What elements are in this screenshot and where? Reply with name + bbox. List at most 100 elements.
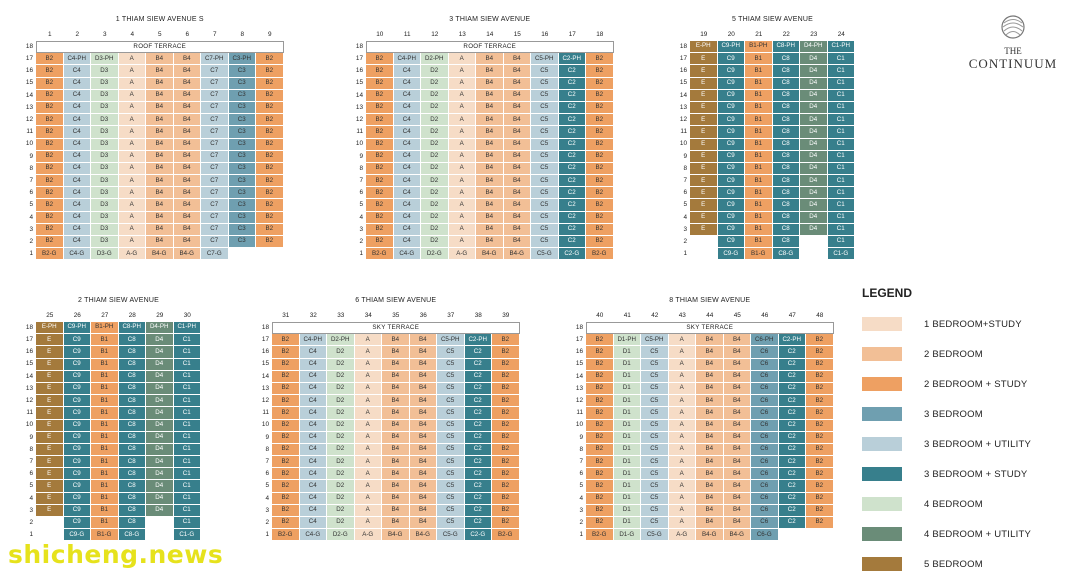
unit-cell[interactable]: A bbox=[668, 480, 696, 493]
unit-cell[interactable]: E bbox=[36, 370, 64, 383]
unit-cell[interactable]: C4 bbox=[393, 138, 421, 151]
unit-cell[interactable]: D3-PH bbox=[91, 53, 119, 66]
unit-cell[interactable]: C7 bbox=[201, 199, 229, 212]
unit-cell[interactable]: A bbox=[354, 456, 382, 469]
unit-cell[interactable]: D4 bbox=[800, 187, 828, 200]
unit-cell[interactable]: B4 bbox=[409, 443, 437, 457]
unit-cell[interactable]: C4 bbox=[393, 162, 421, 176]
unit-cell[interactable]: D1 bbox=[613, 395, 641, 408]
unit-cell[interactable]: B2 bbox=[272, 480, 300, 493]
unit-cell[interactable]: C8 bbox=[118, 456, 146, 469]
unit-cell[interactable]: D2 bbox=[327, 370, 355, 383]
unit-cell[interactable]: A bbox=[448, 89, 476, 102]
unit-cell[interactable]: B2 bbox=[586, 443, 614, 457]
unit-cell[interactable]: C1-G bbox=[173, 529, 201, 542]
unit-cell[interactable]: C9-PH bbox=[717, 41, 745, 54]
unit-cell-empty[interactable] bbox=[690, 236, 718, 249]
unit-cell[interactable]: C5 bbox=[437, 346, 465, 359]
unit-cell[interactable]: C9 bbox=[63, 517, 91, 530]
unit-cell[interactable]: C4 bbox=[299, 395, 327, 408]
unit-cell[interactable]: C8 bbox=[118, 517, 146, 530]
unit-cell[interactable]: D2 bbox=[327, 431, 355, 444]
unit-cell[interactable]: C2 bbox=[464, 468, 492, 481]
unit-cell[interactable]: C1 bbox=[827, 187, 855, 200]
unit-cell[interactable]: D4 bbox=[146, 492, 174, 505]
unit-cell[interactable]: C3-PH bbox=[228, 53, 256, 66]
unit-cell[interactable]: B2 bbox=[492, 334, 520, 347]
unit-cell[interactable]: C1 bbox=[173, 419, 201, 432]
unit-cell[interactable]: C8 bbox=[772, 150, 800, 163]
unit-cell[interactable]: E bbox=[36, 480, 64, 493]
unit-cell[interactable]: C8 bbox=[118, 395, 146, 408]
unit-cell[interactable]: C1 bbox=[827, 223, 855, 236]
unit-cell[interactable]: D2 bbox=[327, 456, 355, 469]
unit-cell[interactable]: C5 bbox=[437, 419, 465, 432]
unit-cell[interactable]: C1 bbox=[827, 114, 855, 127]
unit-cell[interactable]: B2 bbox=[586, 358, 614, 371]
unit-cell[interactable]: C5 bbox=[641, 382, 669, 396]
unit-cell[interactable]: C1 bbox=[827, 150, 855, 163]
unit-cell[interactable]: C5-G bbox=[641, 529, 669, 542]
unit-cell[interactable]: C5 bbox=[531, 114, 559, 127]
unit-cell[interactable]: C8 bbox=[772, 175, 800, 188]
unit-cell[interactable]: C1 bbox=[827, 53, 855, 66]
unit-cell[interactable]: B2 bbox=[272, 358, 300, 371]
unit-cell[interactable]: B1 bbox=[91, 370, 119, 383]
unit-cell[interactable]: E bbox=[36, 407, 64, 420]
unit-cell[interactable]: E-PH bbox=[690, 41, 718, 54]
unit-cell[interactable]: C2 bbox=[464, 517, 492, 530]
unit-cell[interactable]: B4 bbox=[382, 431, 410, 444]
unit-cell[interactable]: B1 bbox=[745, 126, 773, 139]
unit-cell[interactable]: B2 bbox=[806, 492, 834, 505]
unit-cell[interactable]: C4 bbox=[393, 223, 421, 236]
unit-cell[interactable]: A bbox=[668, 492, 696, 505]
unit-cell[interactable]: C5 bbox=[437, 395, 465, 408]
unit-cell[interactable]: D3 bbox=[91, 162, 119, 176]
unit-cell[interactable]: B2 bbox=[586, 480, 614, 493]
unit-cell[interactable]: A bbox=[668, 468, 696, 481]
unit-cell[interactable]: C5 bbox=[437, 480, 465, 493]
unit-cell[interactable]: D2 bbox=[421, 162, 449, 176]
unit-cell[interactable]: C8 bbox=[118, 358, 146, 371]
unit-cell[interactable]: B2 bbox=[36, 126, 64, 139]
unit-cell[interactable]: D4 bbox=[146, 395, 174, 408]
unit-cell[interactable]: C2 bbox=[558, 150, 586, 163]
unit-cell[interactable]: D2 bbox=[327, 407, 355, 420]
unit-cell[interactable]: B4 bbox=[146, 162, 174, 176]
unit-cell[interactable]: A bbox=[448, 199, 476, 212]
unit-cell[interactable]: A bbox=[448, 175, 476, 188]
unit-cell[interactable]: C4 bbox=[63, 101, 91, 115]
unit-cell[interactable]: C2 bbox=[464, 480, 492, 493]
unit-cell[interactable]: B1 bbox=[91, 382, 119, 396]
unit-cell[interactable]: D2 bbox=[421, 187, 449, 200]
unit-cell[interactable]: C2 bbox=[778, 346, 806, 359]
unit-cell[interactable]: B1 bbox=[745, 101, 773, 115]
unit-cell[interactable]: C2 bbox=[558, 114, 586, 127]
unit-cell[interactable]: C1 bbox=[173, 346, 201, 359]
unit-cell[interactable]: B4-G bbox=[503, 248, 531, 261]
unit-cell[interactable]: D4 bbox=[146, 407, 174, 420]
unit-cell[interactable]: C2 bbox=[464, 382, 492, 396]
unit-cell[interactable]: B4 bbox=[476, 175, 504, 188]
unit-cell[interactable]: B2 bbox=[36, 187, 64, 200]
unit-cell[interactable]: B2-G bbox=[36, 248, 64, 261]
unit-cell[interactable]: B4 bbox=[503, 89, 531, 102]
unit-cell[interactable]: E bbox=[36, 334, 64, 347]
unit-cell-empty[interactable] bbox=[806, 529, 834, 542]
unit-cell[interactable]: A-G bbox=[354, 529, 382, 542]
unit-cell[interactable]: C1-PH bbox=[827, 41, 855, 54]
unit-cell[interactable]: E bbox=[690, 89, 718, 102]
unit-cell[interactable]: C2 bbox=[464, 395, 492, 408]
unit-cell[interactable]: B2 bbox=[272, 504, 300, 517]
unit-cell[interactable]: B2 bbox=[492, 468, 520, 481]
unit-cell[interactable]: D4 bbox=[800, 138, 828, 151]
unit-cell[interactable]: C4 bbox=[299, 443, 327, 457]
unit-cell[interactable]: B4 bbox=[723, 382, 751, 396]
unit-cell[interactable]: C3 bbox=[228, 101, 256, 115]
unit-cell[interactable]: B4-G bbox=[696, 529, 724, 542]
unit-cell[interactable]: C8 bbox=[118, 407, 146, 420]
unit-cell[interactable]: B2 bbox=[806, 456, 834, 469]
unit-cell[interactable]: D1-PH bbox=[613, 334, 641, 347]
unit-cell[interactable]: B4 bbox=[723, 456, 751, 469]
unit-cell[interactable]: B2 bbox=[272, 382, 300, 396]
